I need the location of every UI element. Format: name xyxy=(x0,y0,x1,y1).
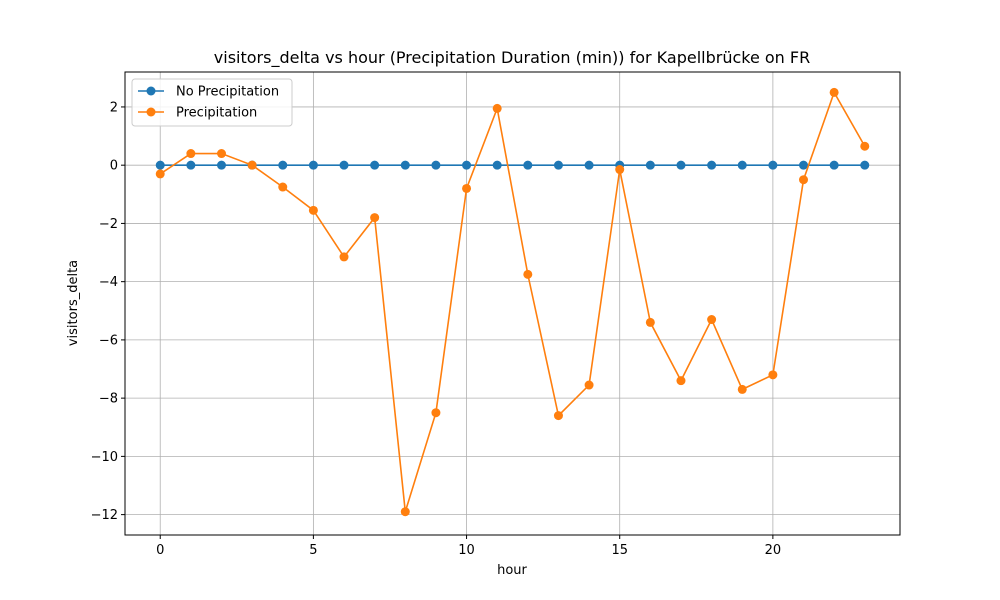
legend-box xyxy=(131,78,293,127)
data-point xyxy=(216,149,226,159)
data-point xyxy=(400,507,410,517)
legend-label: No Precipitation xyxy=(176,85,279,100)
legend-marker xyxy=(146,86,156,96)
legend: No Precipitation Precipitation xyxy=(131,78,293,127)
data-point xyxy=(462,160,472,170)
data-point xyxy=(155,169,165,179)
y-tick-label: −12 xyxy=(91,508,118,523)
data-point xyxy=(370,160,380,170)
y-tick-label: 0 xyxy=(110,159,118,174)
y-tick-label: −10 xyxy=(91,450,118,465)
y-tick-label: −2 xyxy=(99,217,118,232)
data-point xyxy=(799,160,809,170)
x-axis-label: hour xyxy=(497,563,527,578)
x-tick-label: 15 xyxy=(611,543,628,558)
data-point xyxy=(155,160,165,170)
data-point xyxy=(492,103,502,113)
x-tick-label: 10 xyxy=(458,543,475,558)
legend-marker xyxy=(146,107,156,117)
y-tick-label: −8 xyxy=(99,392,118,407)
data-point xyxy=(676,376,686,386)
data-point xyxy=(584,380,594,390)
data-point xyxy=(799,175,809,185)
x-tick-label: 0 xyxy=(156,543,164,558)
data-point xyxy=(860,160,870,170)
x-tick-label: 5 xyxy=(309,543,317,558)
data-point xyxy=(615,165,625,175)
series-line xyxy=(159,90,866,512)
data-point xyxy=(523,160,533,170)
data-point xyxy=(676,160,686,170)
data-point xyxy=(707,315,717,325)
data-point xyxy=(339,160,349,170)
data-point xyxy=(370,213,380,223)
data-point xyxy=(278,160,288,170)
data-point xyxy=(829,160,839,170)
data-point xyxy=(645,160,655,170)
data-point xyxy=(768,160,778,170)
chart-title: visitors_delta vs hour (Precipitation Du… xyxy=(214,48,810,68)
y-tick-label: −4 xyxy=(99,275,118,290)
data-point xyxy=(737,160,747,170)
data-point xyxy=(186,160,196,170)
legend-item: Precipitation xyxy=(138,106,257,121)
plot-frame xyxy=(124,71,901,536)
x-tick-label: 20 xyxy=(765,543,782,558)
data-point xyxy=(339,252,349,262)
data-point xyxy=(431,160,441,170)
data-point xyxy=(492,160,502,170)
data-point xyxy=(216,160,226,170)
data-point xyxy=(247,160,257,170)
data-point xyxy=(860,141,870,151)
data-point xyxy=(523,269,533,279)
data-point xyxy=(553,160,563,170)
series-layer xyxy=(155,87,870,517)
y-axis-label: visitors_delta xyxy=(66,260,81,346)
data-point xyxy=(707,160,717,170)
legend-label: Precipitation xyxy=(176,106,257,121)
data-point xyxy=(768,370,778,380)
data-point xyxy=(186,149,196,159)
data-point xyxy=(462,183,472,193)
data-point xyxy=(737,384,747,394)
data-point xyxy=(829,87,839,97)
data-point xyxy=(553,411,563,421)
data-point xyxy=(584,160,594,170)
data-point xyxy=(308,205,318,215)
y-tick-label: −6 xyxy=(99,333,118,348)
data-point xyxy=(308,160,318,170)
data-point xyxy=(400,160,410,170)
data-point xyxy=(278,182,288,192)
legend-item: No Precipitation xyxy=(138,85,279,100)
y-tick-label: 2 xyxy=(110,100,118,115)
series-precipitation xyxy=(155,87,870,517)
data-point xyxy=(645,317,655,327)
data-point xyxy=(431,408,441,418)
